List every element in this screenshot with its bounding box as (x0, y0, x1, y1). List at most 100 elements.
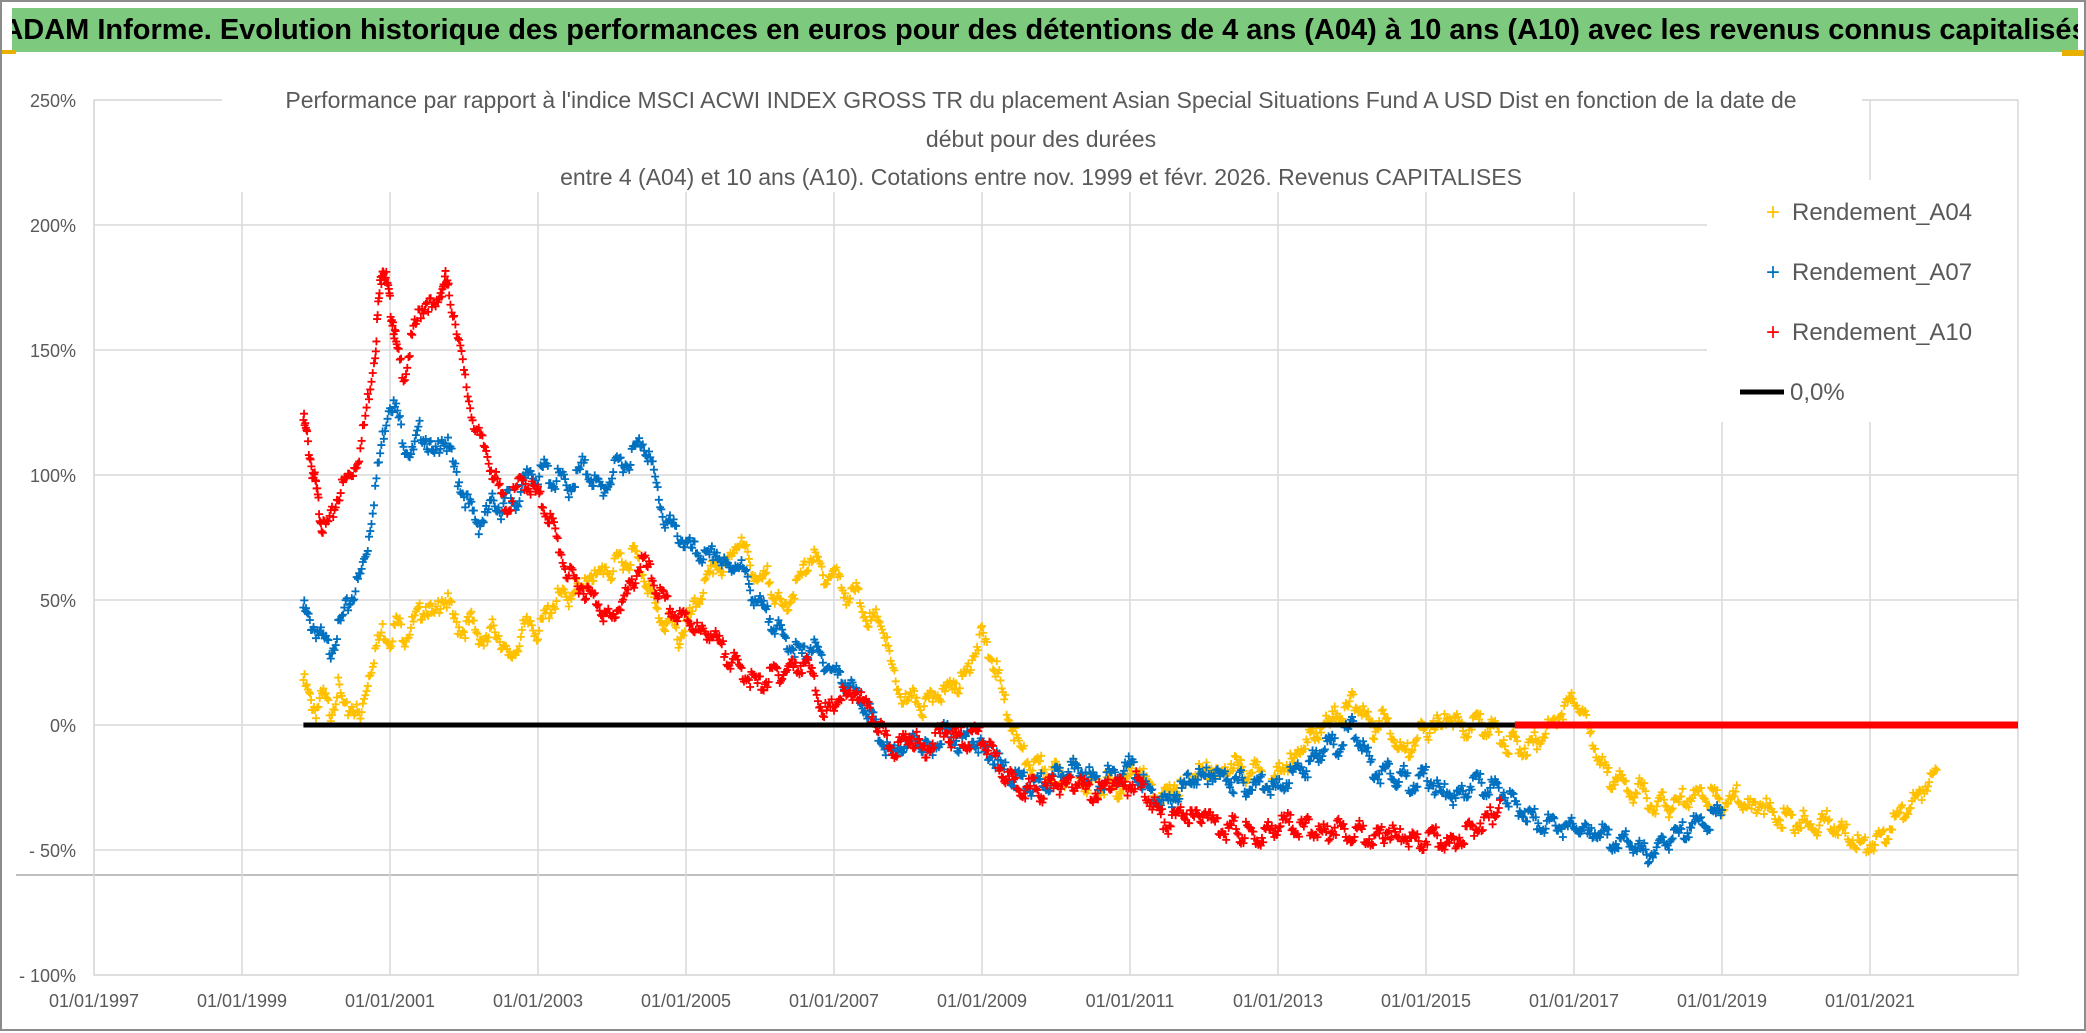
point-a04 (659, 625, 668, 634)
point-a10 (649, 581, 658, 590)
point-a07 (484, 505, 493, 514)
point-a10 (857, 688, 866, 697)
point-a04 (552, 597, 561, 606)
point-a10 (1056, 784, 1065, 793)
point-a10 (513, 482, 522, 491)
point-a07 (1111, 768, 1120, 777)
y-tick-label: 200% (30, 216, 76, 236)
point-a07 (435, 448, 444, 457)
point-a04 (484, 633, 493, 642)
point-a10 (403, 363, 412, 372)
point-a04 (764, 579, 773, 588)
point-a10 (466, 404, 475, 413)
point-a07 (461, 503, 470, 512)
point-a10 (1021, 794, 1030, 803)
point-a04 (1462, 733, 1471, 742)
point-a07 (744, 579, 753, 588)
point-a04 (661, 627, 670, 636)
point-a07 (1611, 840, 1620, 849)
point-a10 (1066, 773, 1075, 782)
point-a10 (452, 330, 461, 339)
point-a04 (1229, 764, 1238, 773)
point-a07 (499, 499, 508, 508)
point-a10 (431, 302, 440, 311)
point-a10 (965, 744, 974, 753)
point-a10 (1257, 833, 1266, 842)
point-a10 (1234, 830, 1243, 839)
point-a07 (1687, 823, 1696, 832)
point-a10 (746, 683, 755, 692)
point-a07 (1641, 845, 1650, 854)
chart-title-line-2: début pour des durées (926, 126, 1156, 152)
chart-legend: + Rendement_A04 + Rendement_A07 + Rendem… (1707, 180, 2017, 422)
point-a10 (1232, 824, 1241, 833)
point-a04 (920, 702, 929, 711)
point-a07 (452, 467, 461, 476)
point-a07 (1389, 776, 1398, 785)
point-a04 (1842, 820, 1851, 829)
point-a04 (1814, 828, 1823, 837)
point-a10 (1359, 821, 1368, 830)
point-a07 (314, 631, 323, 640)
point-a07 (1413, 782, 1422, 791)
point-a04 (1454, 713, 1463, 722)
point-a07 (763, 602, 772, 611)
point-a04 (875, 618, 884, 627)
point-a07 (559, 470, 568, 479)
point-a07 (1336, 745, 1345, 754)
point-a07 (574, 463, 583, 472)
point-a07 (1494, 783, 1503, 792)
point-a04 (987, 656, 996, 665)
point-a04 (871, 605, 880, 614)
point-a04 (406, 623, 415, 632)
point-a10 (416, 314, 425, 323)
point-a10 (907, 734, 916, 743)
x-tick-label: 01/01/2011 (1086, 991, 1175, 1011)
point-a10 (1301, 818, 1310, 827)
point-a10 (630, 583, 639, 592)
point-a04 (907, 691, 916, 700)
point-a04 (1410, 741, 1419, 750)
point-a04 (1383, 714, 1392, 723)
point-a10 (450, 311, 459, 320)
point-a07 (371, 481, 380, 490)
point-a10 (1096, 784, 1105, 793)
point-a10 (1377, 822, 1386, 831)
point-a10 (1055, 790, 1064, 799)
point-a04 (954, 689, 963, 698)
point-a07 (451, 459, 460, 468)
point-a04 (746, 561, 755, 570)
point-a10 (1385, 826, 1393, 835)
point-a04 (651, 598, 660, 607)
point-a04 (701, 574, 710, 583)
point-a07 (589, 481, 598, 490)
point-a07 (1718, 806, 1726, 814)
point-a10 (982, 750, 991, 759)
point-a07 (723, 558, 732, 567)
point-a10 (395, 355, 404, 364)
point-a04 (1879, 826, 1888, 835)
point-a04 (306, 689, 315, 698)
point-a04 (1586, 729, 1595, 738)
point-a07 (1085, 763, 1094, 772)
point-a04 (918, 713, 927, 722)
point-a10 (1370, 831, 1379, 840)
point-a04 (1344, 702, 1353, 711)
point-a04 (1333, 709, 1342, 718)
point-a04 (864, 622, 873, 631)
point-a10 (394, 344, 403, 353)
point-a10 (989, 742, 998, 751)
point-a04 (704, 567, 713, 576)
x-tick-label: 01/01/2003 (493, 991, 583, 1011)
point-a07 (1587, 824, 1596, 833)
point-a04 (1227, 760, 1236, 769)
point-a04 (1413, 734, 1422, 743)
point-a10 (1116, 773, 1125, 782)
point-a10 (397, 354, 406, 363)
point-a10 (599, 617, 608, 626)
point-a07 (1644, 859, 1652, 868)
point-a07 (1183, 769, 1192, 778)
point-a04 (891, 677, 900, 686)
point-a07 (743, 572, 752, 581)
point-a10 (310, 468, 319, 477)
